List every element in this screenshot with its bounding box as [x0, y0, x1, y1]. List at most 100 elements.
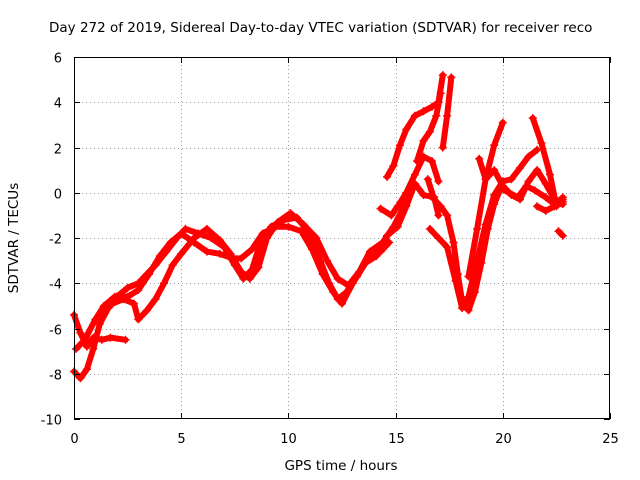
x-tick-label: 0 [70, 432, 78, 447]
data-point [323, 256, 331, 265]
data-point [436, 89, 445, 98]
x-tick-label: 20 [495, 432, 512, 447]
data-point [531, 186, 539, 195]
data-point [215, 249, 224, 258]
data-point [376, 204, 385, 213]
y-tick-label: 4 [54, 97, 62, 112]
data-point [329, 288, 338, 297]
data-point [443, 111, 452, 120]
data-point [82, 365, 91, 374]
data-point [425, 224, 434, 233]
data-point [541, 179, 550, 188]
data-point [428, 157, 436, 166]
data-point [524, 177, 533, 186]
data-point [451, 277, 460, 285]
data-point [533, 145, 542, 154]
data-point [490, 141, 499, 150]
data-point [106, 333, 115, 342]
y-tick-label: -6 [49, 324, 62, 339]
data-point [558, 193, 567, 202]
x-tick-label: 10 [280, 432, 297, 447]
data-point [237, 267, 246, 276]
data-point [473, 256, 482, 265]
data-point [393, 202, 402, 211]
x-axis-label: GPS time / hours [284, 458, 397, 474]
data-point [284, 222, 293, 231]
data-point [245, 274, 254, 283]
y-tick-label: 0 [54, 188, 62, 203]
data-point [498, 182, 507, 190]
x-tick-label: 25 [602, 432, 619, 447]
data-point [516, 163, 524, 172]
data-point [286, 209, 295, 218]
y-tick-label: -10 [41, 414, 62, 429]
data-point [449, 238, 458, 247]
data-point [428, 102, 436, 111]
data-point [425, 127, 434, 136]
data-point [95, 320, 104, 328]
data-point [507, 191, 516, 199]
data-point [410, 170, 419, 179]
series-track-15 [554, 227, 567, 240]
series-track-14 [533, 193, 567, 215]
data-point [308, 245, 316, 254]
data-point [516, 195, 524, 204]
x-tick-label: 5 [177, 432, 185, 447]
data-point [344, 281, 353, 290]
data-point [365, 247, 374, 256]
data-point [443, 243, 452, 252]
data-point [438, 71, 447, 80]
y-tick-label: 2 [54, 143, 62, 158]
data-point [410, 111, 419, 120]
data-point [464, 272, 473, 281]
grid [74, 57, 610, 419]
y-tick-label: -8 [49, 369, 62, 384]
data-point [202, 247, 211, 256]
data-point [413, 157, 421, 166]
data-point [541, 206, 550, 215]
data-point [430, 195, 439, 204]
data-point [76, 374, 85, 383]
data-point [312, 234, 321, 242]
data-point [142, 306, 151, 315]
data-point [273, 218, 282, 227]
data-point [91, 315, 100, 324]
series-track [426, 146, 541, 312]
data-point [318, 270, 327, 279]
data-point [550, 202, 559, 211]
series-track-6 [383, 71, 447, 181]
data-point [168, 261, 177, 270]
data-point [254, 263, 263, 272]
data-point [395, 141, 404, 150]
data-point [215, 236, 224, 245]
data-point [490, 166, 499, 175]
data-point [541, 193, 550, 202]
data-point [423, 175, 432, 184]
data-point [263, 234, 271, 242]
data-point [402, 188, 411, 197]
data-point [151, 295, 160, 304]
series-track-7 [413, 89, 445, 166]
data-point [155, 252, 164, 261]
data-point [355, 267, 364, 276]
data-series [70, 71, 567, 383]
data-point [546, 170, 554, 179]
data-point [123, 283, 132, 292]
data-point [438, 143, 447, 152]
data-point [134, 286, 143, 294]
data-point [108, 299, 117, 308]
x-tick-label: 15 [388, 432, 405, 447]
data-point [434, 211, 443, 220]
data-point [387, 211, 396, 220]
data-point [383, 172, 391, 181]
data-point [443, 211, 452, 220]
data-point [166, 238, 175, 247]
data-point [481, 175, 490, 184]
data-point [507, 175, 516, 184]
data-point [458, 304, 467, 313]
data-point [202, 224, 211, 233]
data-point [481, 220, 490, 229]
series-track-8 [438, 73, 456, 152]
y-tick-labels: -10 -8 -6 -4 -2 0 2 4 6 [41, 52, 62, 429]
data-point [297, 227, 306, 236]
